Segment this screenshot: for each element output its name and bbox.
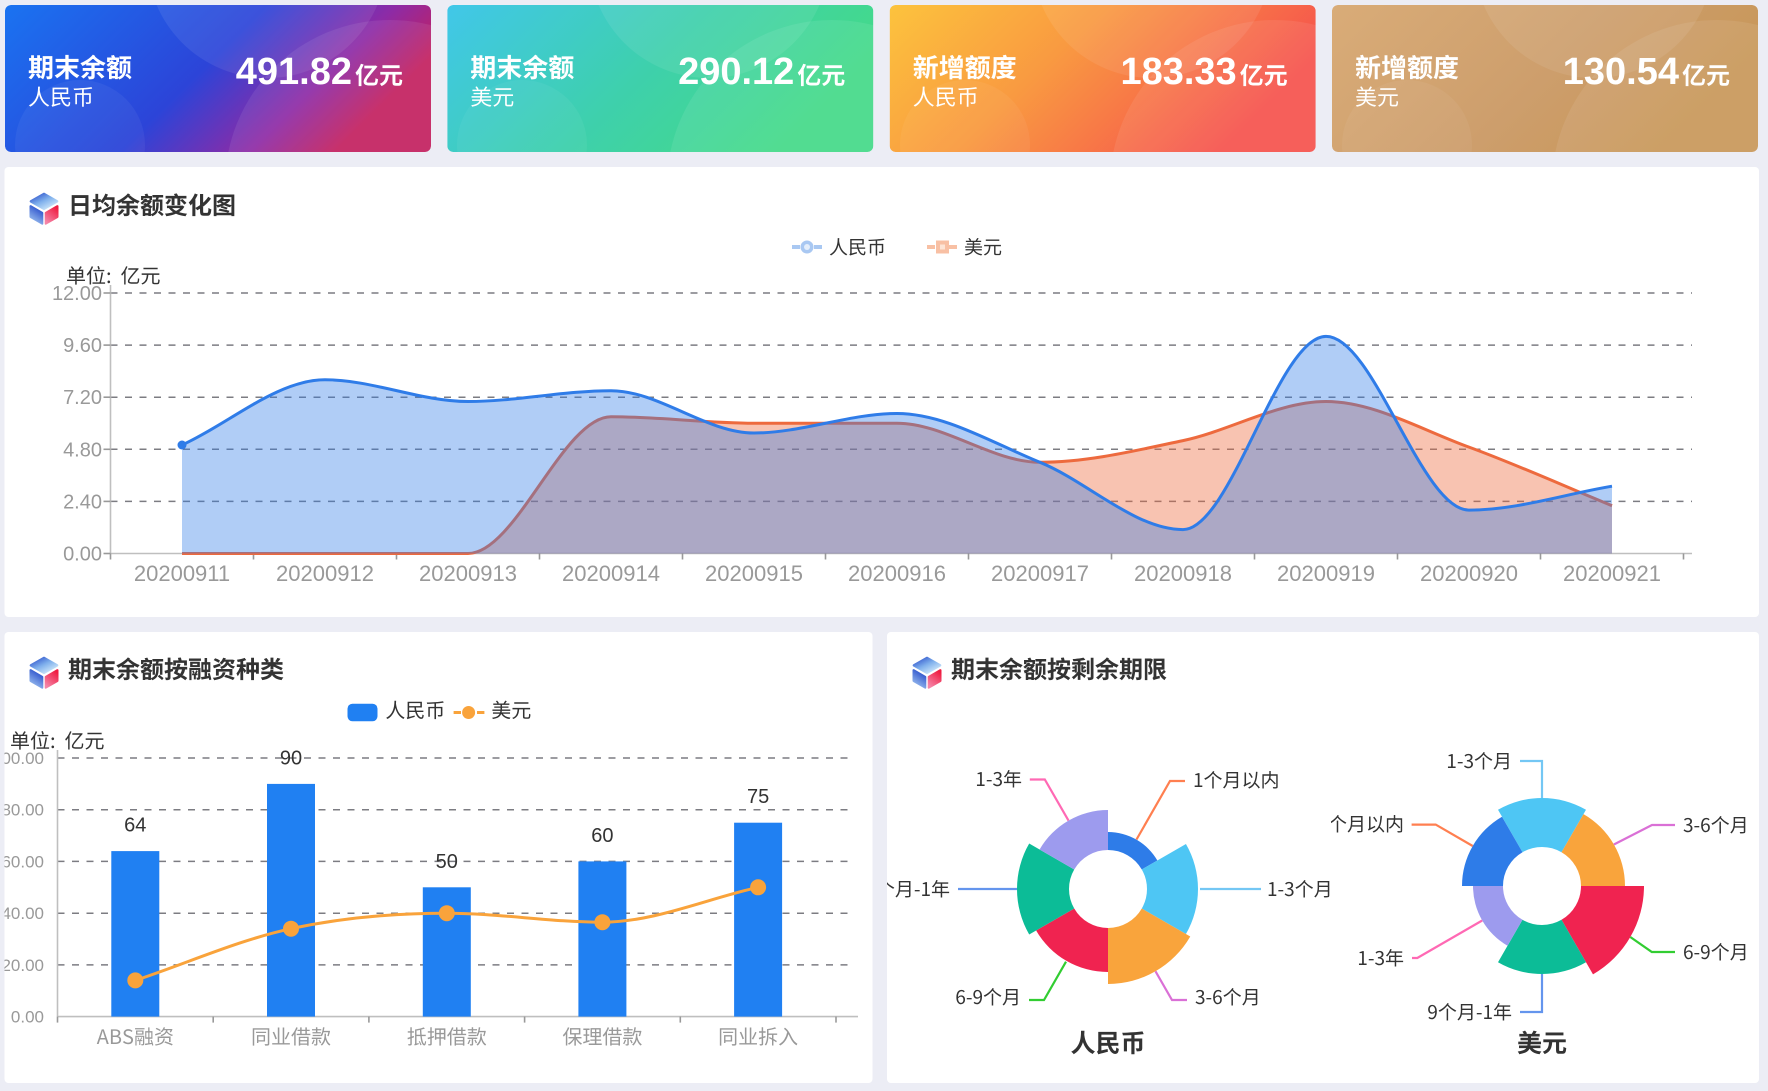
svg-text:64: 64 — [124, 815, 146, 837]
svg-text:9.60: 9.60 — [63, 335, 102, 357]
svg-text:75: 75 — [747, 786, 769, 808]
svg-text:20200914: 20200914 — [562, 561, 660, 586]
svg-text:50: 50 — [436, 851, 458, 873]
svg-text:20200920: 20200920 — [1420, 561, 1518, 586]
svg-text:491.82: 491.82 — [236, 51, 352, 93]
svg-text:2.40: 2.40 — [63, 491, 102, 513]
svg-text:20200913: 20200913 — [419, 561, 517, 586]
svg-text:20.00: 20.00 — [1, 956, 44, 975]
svg-text:0.00: 0.00 — [63, 544, 102, 566]
svg-text:20200912: 20200912 — [276, 561, 374, 586]
svg-text:290.12: 290.12 — [678, 51, 794, 93]
svg-text:0.00: 0.00 — [11, 1008, 44, 1027]
svg-text:40.00: 40.00 — [1, 904, 44, 923]
svg-text:60.00: 60.00 — [1, 852, 44, 871]
svg-text:20200917: 20200917 — [991, 561, 1089, 586]
svg-text:20200916: 20200916 — [848, 561, 946, 586]
svg-text:12.00: 12.00 — [52, 283, 102, 305]
svg-text:130.54: 130.54 — [1563, 51, 1679, 93]
svg-text:20200921: 20200921 — [1563, 561, 1661, 586]
svg-text:20200915: 20200915 — [705, 561, 803, 586]
svg-text:7.20: 7.20 — [63, 387, 102, 409]
svg-text:20200918: 20200918 — [1134, 561, 1232, 586]
svg-text:100.00: 100.00 — [0, 749, 44, 768]
svg-text:60: 60 — [591, 825, 613, 847]
svg-text:20200911: 20200911 — [134, 561, 230, 586]
svg-text:80.00: 80.00 — [1, 801, 44, 820]
svg-text:183.33: 183.33 — [1120, 51, 1236, 93]
svg-text:4.80: 4.80 — [63, 439, 102, 461]
svg-text:90: 90 — [280, 747, 302, 769]
svg-text:20200919: 20200919 — [1277, 561, 1375, 586]
